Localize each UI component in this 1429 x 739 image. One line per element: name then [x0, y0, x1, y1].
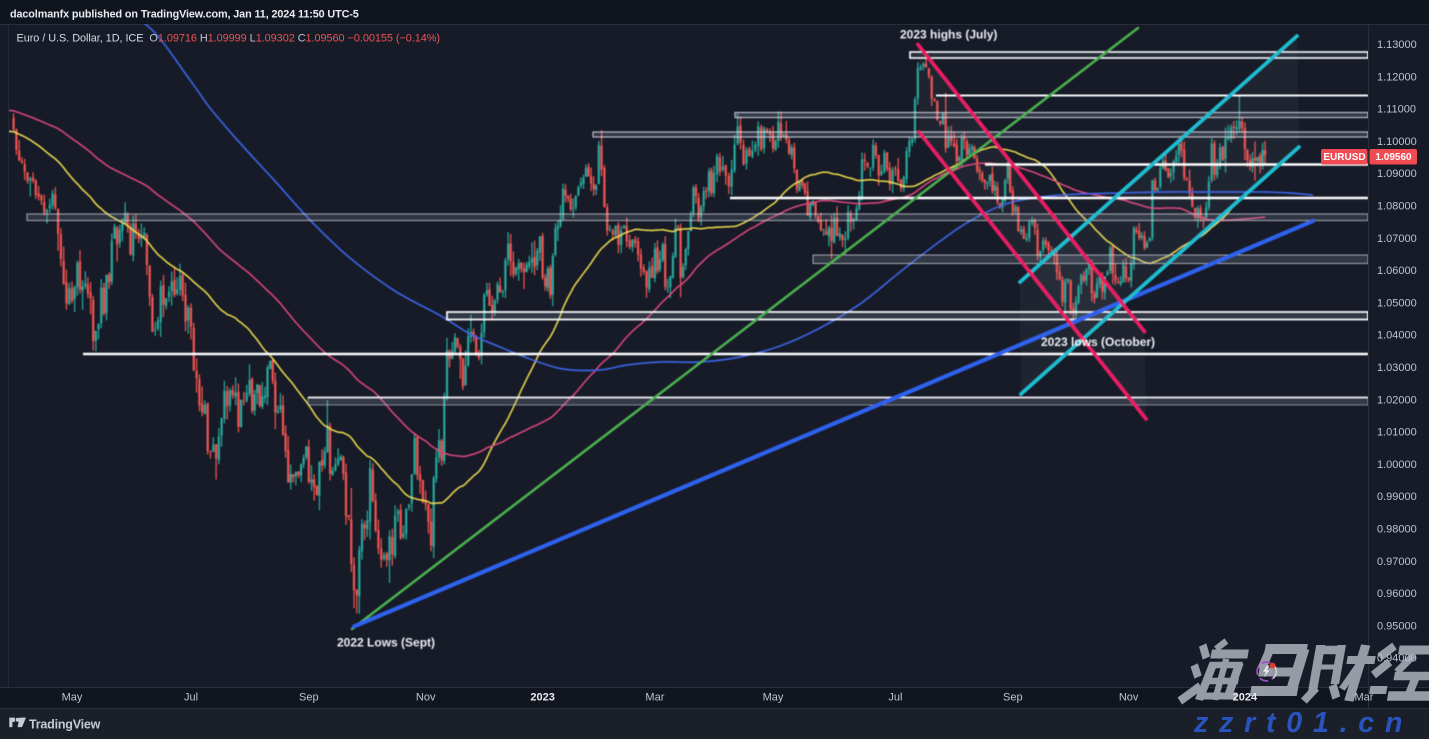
svg-text:Mar: Mar — [1355, 692, 1374, 704]
svg-text:0.99000: 0.99000 — [1377, 491, 1417, 503]
svg-text:May: May — [62, 692, 83, 704]
svg-text:1.06000: 1.06000 — [1377, 265, 1417, 277]
svg-text:1.02000: 1.02000 — [1377, 394, 1417, 406]
svg-text:Nov: Nov — [416, 692, 436, 704]
svg-text:1.11000: 1.11000 — [1377, 104, 1416, 116]
svg-text:zzrt01.cn: zzrt01.cn — [1193, 707, 1413, 739]
svg-text:1.03000: 1.03000 — [1377, 362, 1417, 374]
svg-text:0.95000: 0.95000 — [1377, 620, 1417, 632]
svg-text:dacolmanfx published on Tradin: dacolmanfx published on TradingView.com,… — [10, 8, 359, 20]
svg-text:1.08000: 1.08000 — [1377, 201, 1417, 213]
svg-text:Jul: Jul — [184, 692, 198, 704]
svg-text:2022 Lows (Sept): 2022 Lows (Sept) — [337, 636, 435, 650]
svg-text:1.13000: 1.13000 — [1377, 39, 1417, 51]
svg-text:TradingView: TradingView — [29, 718, 101, 732]
svg-text:1.12000: 1.12000 — [1377, 71, 1417, 83]
svg-text:0.98000: 0.98000 — [1377, 524, 1417, 536]
svg-text:2023: 2023 — [530, 692, 554, 704]
svg-text:0.96000: 0.96000 — [1377, 588, 1417, 600]
svg-text:Sep: Sep — [299, 692, 319, 704]
svg-text:1.10000: 1.10000 — [1377, 136, 1417, 148]
svg-text:Jul: Jul — [888, 692, 902, 704]
svg-text:0.97000: 0.97000 — [1377, 556, 1417, 568]
svg-text:1.09000: 1.09000 — [1377, 168, 1417, 180]
svg-text:1.09560: 1.09560 — [1375, 152, 1412, 163]
svg-text:Mar: Mar — [645, 692, 664, 704]
svg-text:2023 lows (October): 2023 lows (October) — [1041, 335, 1155, 349]
svg-text:Euro / U.S. Dollar, 1D, ICE O: Euro / U.S. Dollar, 1D, ICE O1.09716 H1.… — [17, 32, 440, 44]
svg-text:May: May — [763, 692, 784, 704]
svg-text:2024: 2024 — [1233, 692, 1258, 704]
svg-text:1.01000: 1.01000 — [1377, 427, 1417, 439]
svg-text:2023 highs (July): 2023 highs (July) — [900, 28, 997, 42]
svg-text:1.00000: 1.00000 — [1377, 459, 1417, 471]
svg-text:1.07000: 1.07000 — [1377, 233, 1417, 245]
svg-text:1.04000: 1.04000 — [1377, 330, 1417, 342]
svg-text:0.94000: 0.94000 — [1377, 653, 1417, 665]
svg-text:1.05000: 1.05000 — [1377, 297, 1417, 309]
svg-text:EURUSD: EURUSD — [1323, 152, 1365, 163]
svg-text:Nov: Nov — [1119, 692, 1139, 704]
svg-text:Sep: Sep — [1003, 692, 1023, 704]
